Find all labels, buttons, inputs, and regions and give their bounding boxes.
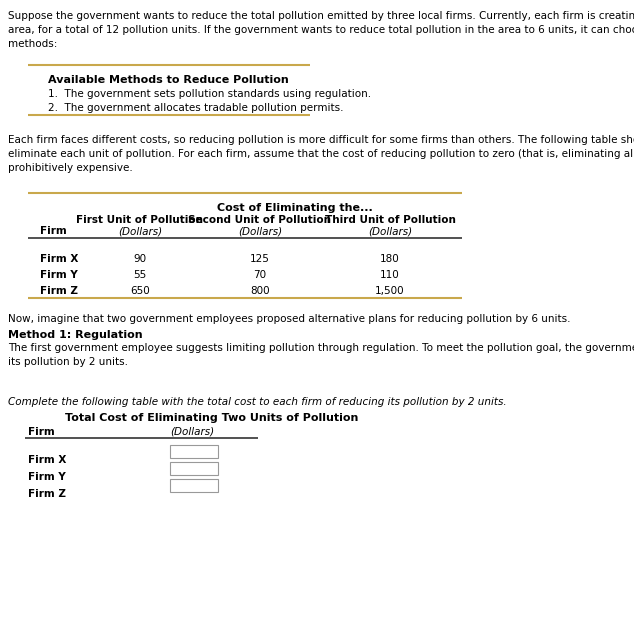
Text: First Unit of Pollution: First Unit of Pollution <box>77 215 204 225</box>
Text: Each firm faces different costs, so reducing pollution is more difficult for som: Each firm faces different costs, so redu… <box>8 135 634 145</box>
Text: Complete the following table with the total cost to each firm of reducing its po: Complete the following table with the to… <box>8 397 507 407</box>
Text: Available Methods to Reduce Pollution: Available Methods to Reduce Pollution <box>48 75 288 85</box>
Text: 2.  The government allocates tradable pollution permits.: 2. The government allocates tradable pol… <box>48 103 344 113</box>
Text: 1,500: 1,500 <box>375 286 405 296</box>
Text: methods:: methods: <box>8 39 57 49</box>
Text: Firm Z: Firm Z <box>28 489 66 499</box>
Text: 55: 55 <box>133 270 146 280</box>
Text: eliminate each unit of pollution. For each firm, assume that the cost of reducin: eliminate each unit of pollution. For ea… <box>8 149 634 159</box>
Text: Second Unit of Pollution: Second Unit of Pollution <box>188 215 332 225</box>
Text: 110: 110 <box>380 270 400 280</box>
Text: 650: 650 <box>130 286 150 296</box>
Text: area, for a total of 12 pollution units. If the government wants to reduce total: area, for a total of 12 pollution units.… <box>8 25 634 35</box>
Text: Now, imagine that two government employees proposed alternative plans for reduci: Now, imagine that two government employe… <box>8 314 571 324</box>
Text: Method 1: Regulation: Method 1: Regulation <box>8 330 143 340</box>
Text: Cost of Eliminating the...: Cost of Eliminating the... <box>217 203 373 213</box>
Text: Firm Y: Firm Y <box>40 270 78 280</box>
Text: (Dollars): (Dollars) <box>170 427 214 437</box>
Text: 180: 180 <box>380 254 400 264</box>
Text: The first government employee suggests limiting pollution through regulation. To: The first government employee suggests l… <box>8 343 634 353</box>
Text: (Dollars): (Dollars) <box>238 226 282 236</box>
Text: (Dollars): (Dollars) <box>118 226 162 236</box>
Text: its pollution by 2 units.: its pollution by 2 units. <box>8 357 128 367</box>
Text: 90: 90 <box>133 254 146 264</box>
Text: 125: 125 <box>250 254 270 264</box>
Text: 70: 70 <box>254 270 266 280</box>
Text: Firm X: Firm X <box>28 455 67 465</box>
Bar <box>170 445 218 458</box>
Text: prohibitively expensive.: prohibitively expensive. <box>8 163 133 173</box>
Text: Firm Y: Firm Y <box>28 472 66 482</box>
Text: Firm: Firm <box>40 226 67 236</box>
Text: Firm X: Firm X <box>40 254 79 264</box>
Text: 1.  The government sets pollution standards using regulation.: 1. The government sets pollution standar… <box>48 89 371 99</box>
Bar <box>170 479 218 492</box>
Text: Firm: Firm <box>28 427 55 437</box>
Text: Suppose the government wants to reduce the total pollution emitted by three loca: Suppose the government wants to reduce t… <box>8 11 634 21</box>
Text: Firm Z: Firm Z <box>40 286 78 296</box>
Text: (Dollars): (Dollars) <box>368 226 412 236</box>
Text: Total Cost of Eliminating Two Units of Pollution: Total Cost of Eliminating Two Units of P… <box>65 413 358 423</box>
Text: 800: 800 <box>250 286 270 296</box>
Bar <box>170 462 218 475</box>
Text: Third Unit of Pollution: Third Unit of Pollution <box>325 215 455 225</box>
